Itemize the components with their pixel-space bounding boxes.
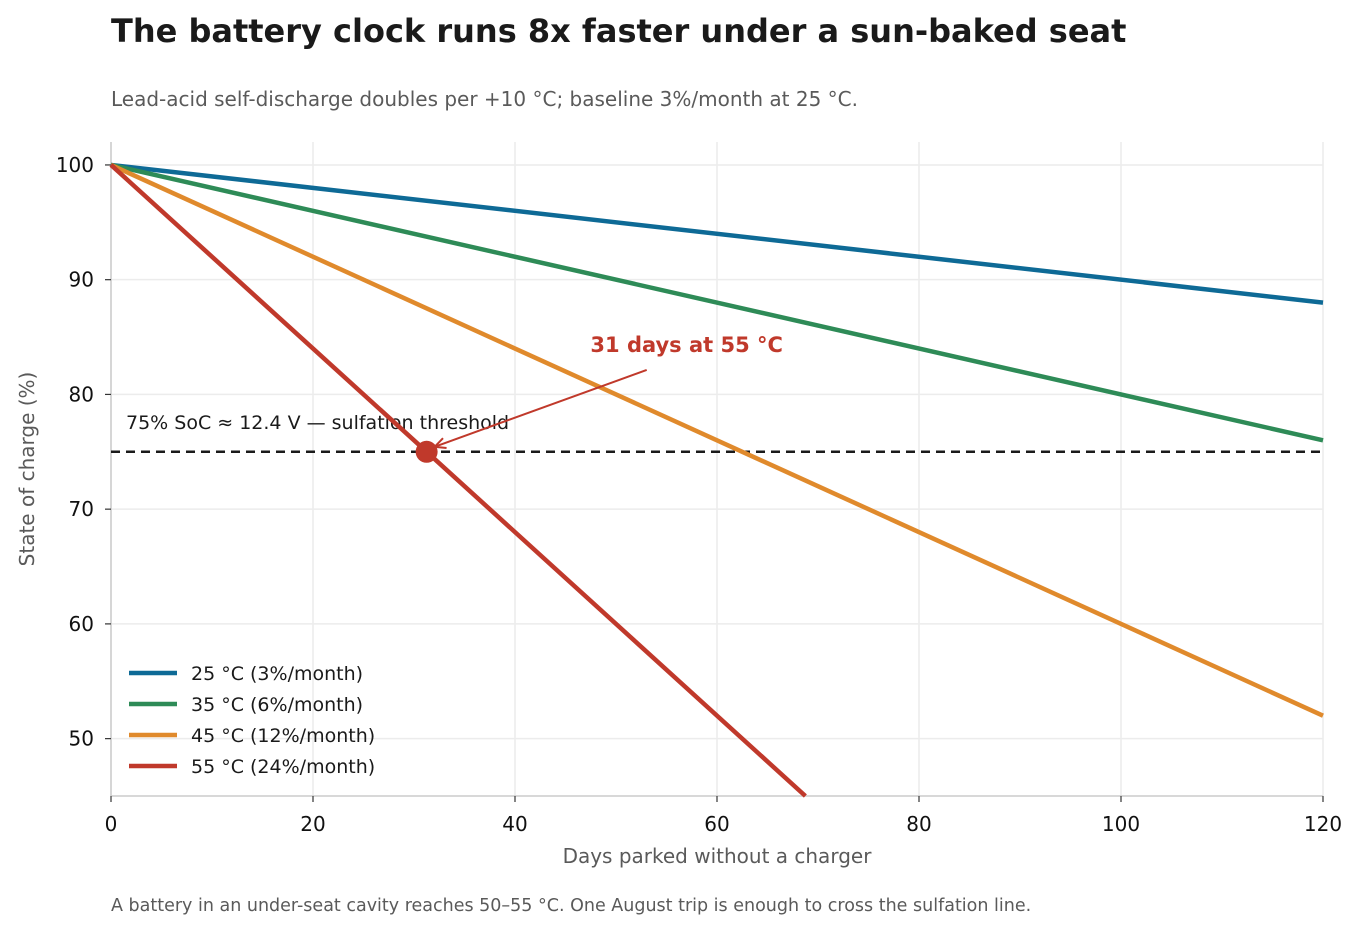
legend-label-1: 25 °C (3%/month) — [191, 663, 363, 685]
x-tick-label: 20 — [300, 812, 325, 836]
y-axis-label: State of charge (%) — [15, 372, 39, 567]
legend-label-3: 45 °C (12%/month) — [191, 725, 375, 747]
reference-line-group: 75% SoC ≈ 12.4 V — sulfation threshold — [111, 412, 1323, 454]
series-line-4 — [109, 163, 807, 798]
series-line-3 — [110, 162, 1324, 718]
sulfation-threshold-label: 75% SoC ≈ 12.4 V — sulfation threshold — [126, 412, 509, 434]
y-ticks: 50 60 70 80 90 100 — [56, 153, 111, 751]
y-tick-label: 100 — [56, 153, 94, 177]
threshold-crossing-marker — [415, 440, 438, 463]
x-tick-label: 40 — [502, 812, 527, 836]
legend-label-4: 55 °C (24%/month) — [191, 756, 375, 778]
x-tick-label: 80 — [906, 812, 931, 836]
x-axis-label: Days parked without a charger — [563, 844, 873, 868]
annotation-arrow — [434, 369, 648, 448]
annotation-label: 31 days at 55 °C — [590, 333, 783, 357]
annotation-arrowhead — [432, 437, 447, 450]
y-tick-label: 90 — [69, 268, 94, 292]
x-tick-label: 100 — [1102, 812, 1140, 836]
x-tick-label: 60 — [704, 812, 729, 836]
y-tick-label: 60 — [69, 612, 94, 636]
legend: 25 °C (3%/month) 35 °C (6%/month) 45 °C (1… — [129, 663, 375, 778]
x-tick-label: 120 — [1304, 812, 1342, 836]
y-tick-label: 50 — [69, 727, 94, 751]
y-tick-label: 70 — [69, 497, 94, 521]
y-tick-label: 80 — [69, 382, 94, 406]
series-group — [109, 162, 1324, 798]
series-line-1 — [110, 162, 1324, 305]
chart-subtitle: Lead-acid self-discharge doubles per +10… — [111, 87, 858, 111]
legend-label-2: 35 °C (6%/month) — [191, 694, 363, 716]
chart-title: The battery clock runs 8x faster under a… — [111, 12, 1127, 50]
x-ticks: 0 20 40 60 80 100 120 — [105, 796, 1342, 836]
x-tick-label: 0 — [105, 812, 118, 836]
grid — [110, 142, 1324, 796]
series-line-2 — [110, 162, 1324, 443]
annotation-group: 31 days at 55 °C — [415, 333, 783, 463]
footnote: A battery in an under-seat cavity reache… — [111, 896, 1032, 916]
